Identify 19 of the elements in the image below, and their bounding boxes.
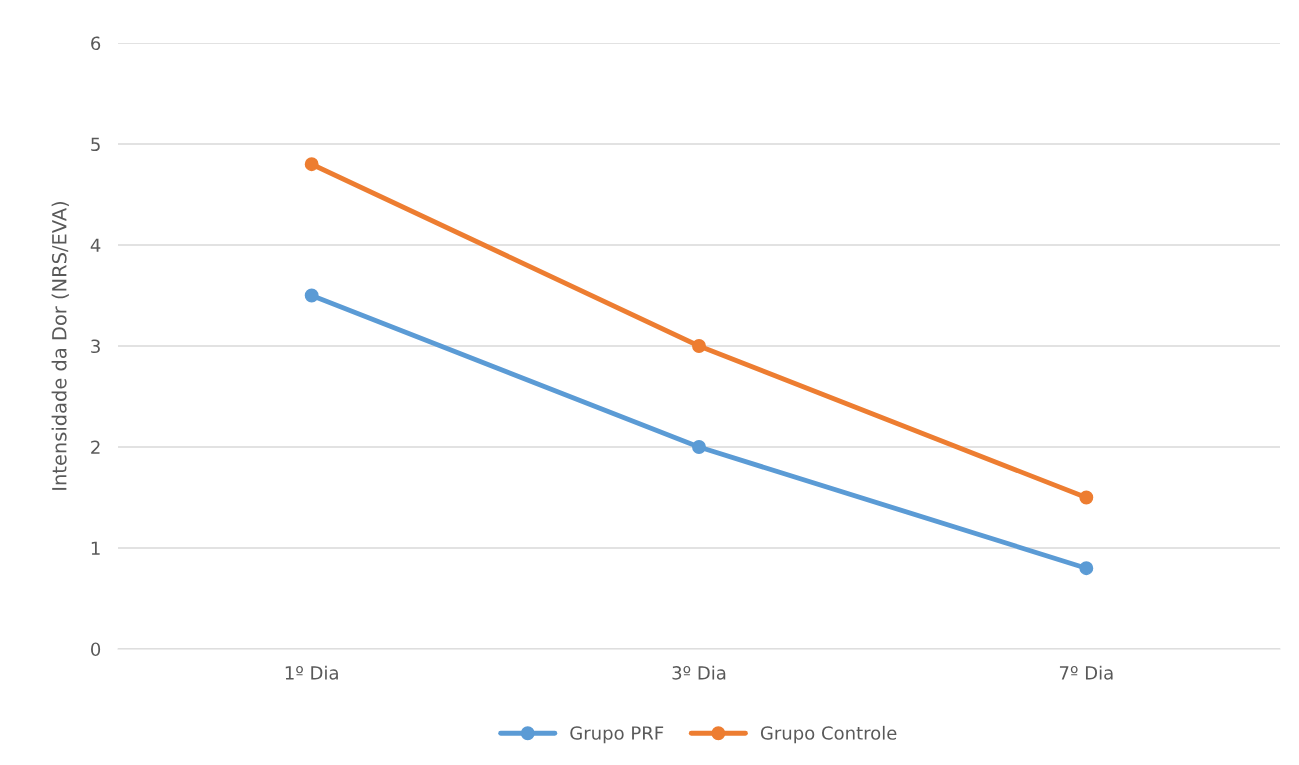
legend-label: Grupo Controle — [760, 725, 897, 744]
point — [1079, 561, 1094, 576]
y-tick-label: 3 — [91, 339, 100, 354]
point — [1079, 490, 1094, 505]
point — [304, 157, 319, 172]
y-tick-label: 2 — [91, 440, 100, 454]
y-tick-label: 6 — [91, 36, 101, 51]
point — [304, 288, 319, 303]
y-tick-label: 4 — [90, 238, 101, 252]
legend-label: Grupo PRF — [570, 726, 664, 744]
point — [692, 339, 706, 353]
y-axis-title: Intensidade da Dor (NRS/EVA) — [51, 201, 69, 490]
y-tick-label: 5 — [91, 137, 100, 152]
y-tick-label: 0 — [91, 642, 101, 657]
x-tick-label: 7º Dia — [1059, 665, 1113, 680]
x-tick-label: 3º Dia — [672, 665, 726, 680]
x-tick-label: 1º Dia — [285, 665, 338, 680]
point — [692, 440, 706, 454]
y-tick-label: 1 — [91, 541, 100, 555]
